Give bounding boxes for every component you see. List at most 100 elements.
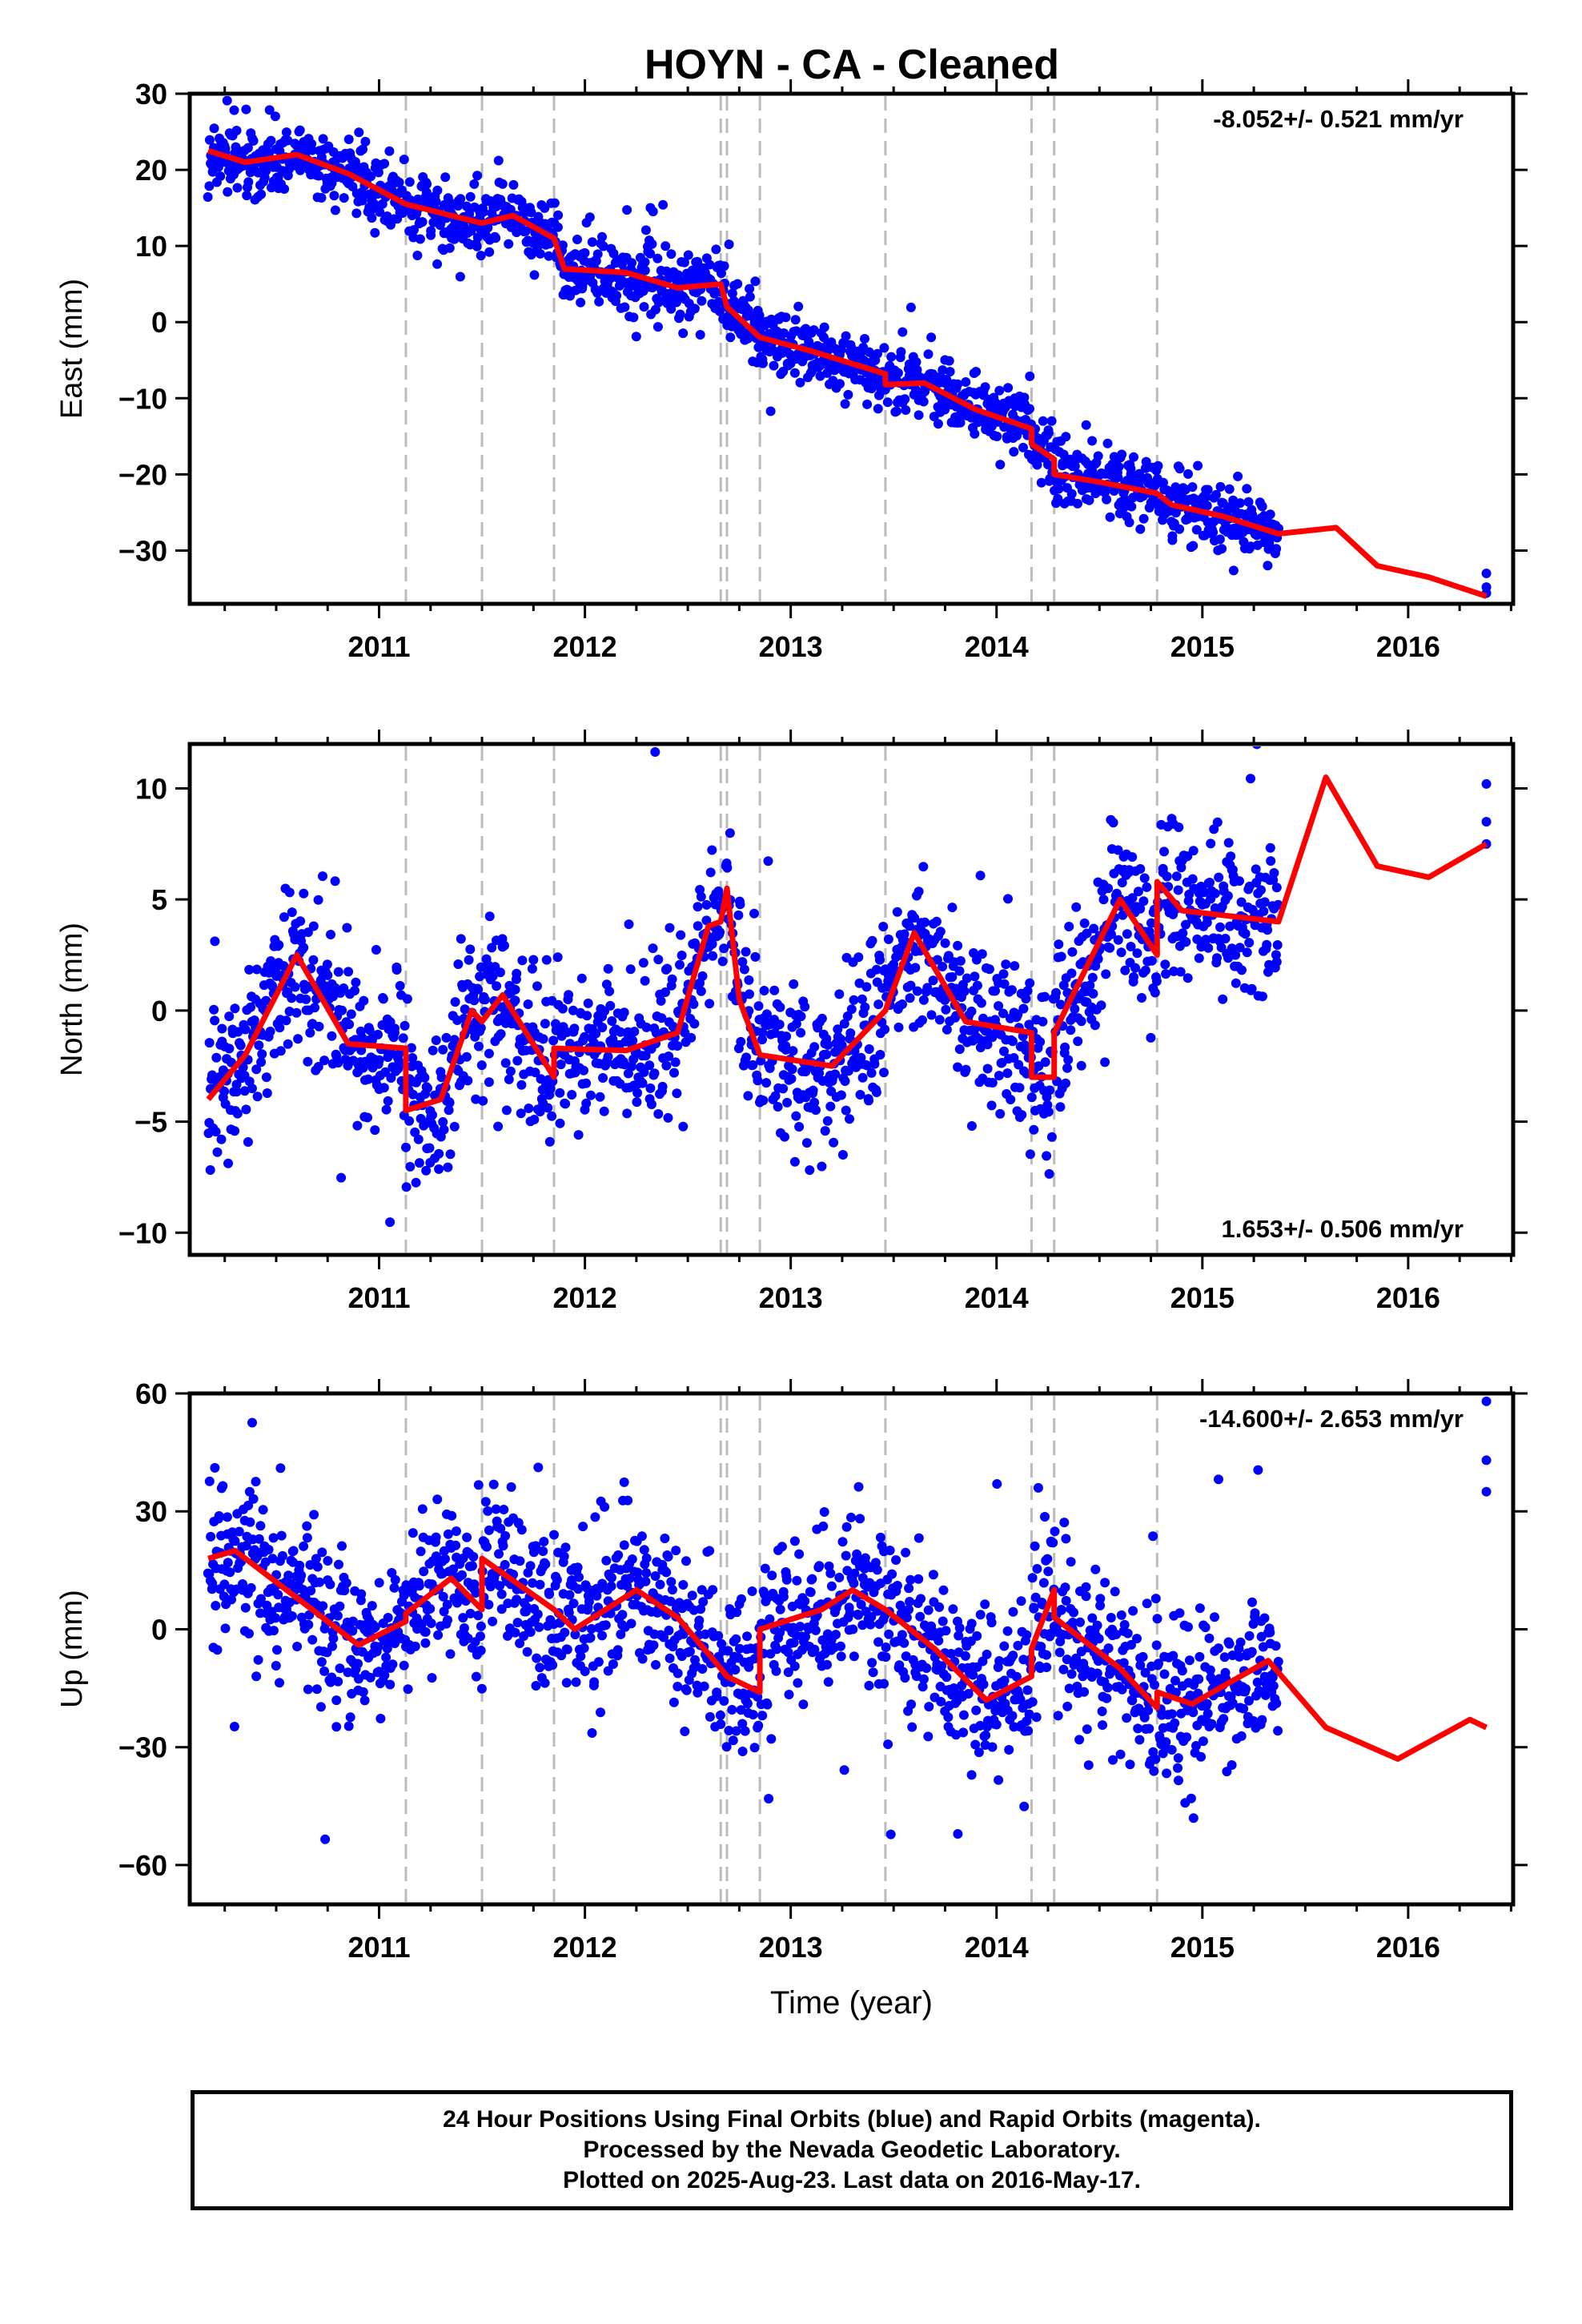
up-data-point (499, 1505, 509, 1514)
north-data-point (1271, 950, 1281, 960)
north-data-point (1035, 1037, 1046, 1047)
north-data-point (623, 1068, 633, 1079)
north-data-point (1146, 918, 1156, 928)
up-data-point (1184, 1655, 1195, 1666)
up-data-point (612, 1645, 623, 1655)
up-data-point (698, 1597, 709, 1607)
up-data-point (419, 1566, 429, 1577)
north-data-point (1151, 976, 1162, 987)
up-data-point (938, 1585, 949, 1595)
east-data-point (1242, 484, 1252, 494)
north-data-point (444, 1105, 454, 1116)
up-data-point (579, 1643, 589, 1653)
up-data-point (923, 1605, 934, 1615)
north-data-point (217, 1023, 227, 1034)
up-data-point (942, 1672, 952, 1683)
up-data-point (1159, 1669, 1170, 1679)
north-data-point (500, 1058, 511, 1068)
up-data-point (573, 1584, 584, 1594)
up-data-point (471, 1588, 481, 1598)
up-data-point (879, 1679, 889, 1689)
up-data-point (841, 1550, 851, 1561)
east-data-point (283, 135, 293, 146)
up-data-point (312, 1562, 323, 1572)
east-data-point (465, 191, 476, 202)
up-data-point (1127, 1695, 1138, 1706)
up-data-point (705, 1711, 715, 1722)
north-data-point (938, 962, 948, 971)
north-data-point (1064, 922, 1074, 931)
up-data-point (749, 1743, 760, 1753)
up-data-point (1042, 1650, 1052, 1660)
east-data-point (264, 105, 275, 115)
up-data-point (219, 1591, 229, 1602)
north-data-point (1063, 1055, 1074, 1065)
east-data-point (714, 296, 724, 307)
north-data-point (428, 1110, 437, 1120)
up-data-point (230, 1536, 240, 1546)
up-data-point (1102, 1693, 1112, 1703)
east-data-point (672, 297, 681, 308)
north-data-point (678, 1121, 689, 1132)
up-data-point (891, 1555, 901, 1565)
north-data-point (344, 1019, 355, 1030)
up-data-point (856, 1599, 866, 1610)
north-data-point (252, 1092, 263, 1102)
north-data-point (644, 1060, 655, 1071)
north-data-point (1021, 1045, 1031, 1055)
up-data-point (986, 1618, 997, 1628)
north-data-point (805, 1165, 815, 1176)
up-data-point (597, 1630, 607, 1641)
east-data-point (695, 330, 705, 340)
north-data-point (1132, 948, 1142, 959)
up-data-point (512, 1618, 523, 1628)
up-data-point (637, 1654, 648, 1664)
up-data-point (532, 1609, 543, 1619)
north-data-point (1087, 972, 1098, 983)
up-data-point (525, 1627, 536, 1637)
up-data-point (1059, 1518, 1070, 1528)
up-data-point (1008, 1651, 1018, 1661)
north-data-point (541, 955, 552, 965)
up-data-point (619, 1477, 629, 1487)
east-data-point (215, 171, 226, 182)
north-data-point (780, 1132, 789, 1142)
north-data-point (540, 1019, 550, 1029)
north-data-point (275, 1046, 286, 1056)
east-data-point (953, 379, 963, 389)
up-data-point (311, 1554, 321, 1564)
north-data-point (1040, 1057, 1050, 1068)
north-data-point (756, 1055, 766, 1066)
up-data-point (1058, 1664, 1069, 1675)
north-data-point (438, 1044, 448, 1055)
up-data-point (552, 1574, 562, 1585)
east-xtick-label-2012: 2012 (553, 630, 617, 663)
north-data-point (1188, 846, 1199, 856)
east-data-point (412, 251, 423, 260)
up-data-point (1139, 1712, 1150, 1723)
north-data-point (496, 1029, 506, 1039)
up-data-point (1008, 1606, 1018, 1617)
east-data-point (1183, 468, 1193, 479)
up-data-point (885, 1829, 896, 1839)
up-data-point (1061, 1595, 1071, 1606)
north-data-point (975, 870, 986, 881)
up-data-point (921, 1663, 932, 1673)
north-data-point (414, 1158, 424, 1168)
up-data-point (687, 1590, 697, 1601)
up-data-point (593, 1657, 604, 1667)
up-data-point (367, 1601, 377, 1611)
north-data-point (529, 1115, 540, 1124)
up-data-point (1004, 1745, 1014, 1755)
north-data-point (796, 1027, 806, 1038)
north-data-point (1258, 991, 1267, 1002)
north-data-point (786, 1074, 797, 1084)
north-data-point (1010, 961, 1020, 971)
east-data-point (1117, 449, 1127, 460)
up-data-point (222, 1512, 232, 1522)
up-data-point (214, 1511, 224, 1521)
up-data-point (766, 1734, 777, 1744)
up-data-point (775, 1604, 785, 1614)
east-data-point (544, 251, 554, 261)
north-data-point (926, 1010, 937, 1020)
